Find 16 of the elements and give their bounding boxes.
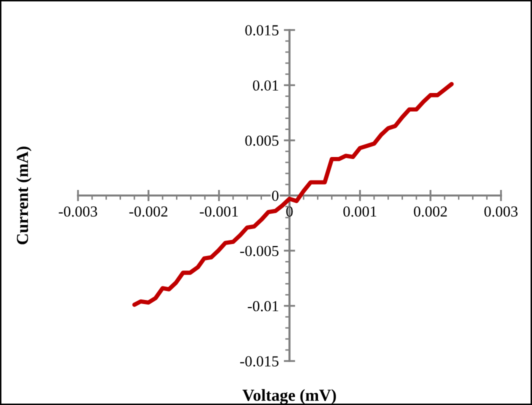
y-tick-label: 0 (272, 190, 278, 201)
y-axis-title: Current (mA) (16, 146, 32, 244)
y-tick-label: -0.01 (248, 300, 278, 312)
y-tick-label: -0.005 (240, 246, 278, 256)
x-tick-label: -0.002 (129, 206, 168, 217)
x-tick-label: -0.003 (58, 206, 98, 217)
x-tick-label: 0.003 (484, 206, 518, 217)
y-tick-label: 0.01 (252, 80, 278, 91)
x-tick-label: -0.001 (200, 206, 238, 217)
x-axis-title: Voltage (mV) (242, 389, 336, 404)
x-tick-label: 0 (286, 206, 293, 217)
y-tick-label: 0.015 (245, 25, 278, 36)
y-tick-label: -0.015 (240, 356, 278, 367)
y-tick-label: 0.005 (245, 135, 278, 146)
x-tick-label: 0.002 (414, 206, 447, 217)
x-tick-label: 0.001 (343, 206, 376, 217)
